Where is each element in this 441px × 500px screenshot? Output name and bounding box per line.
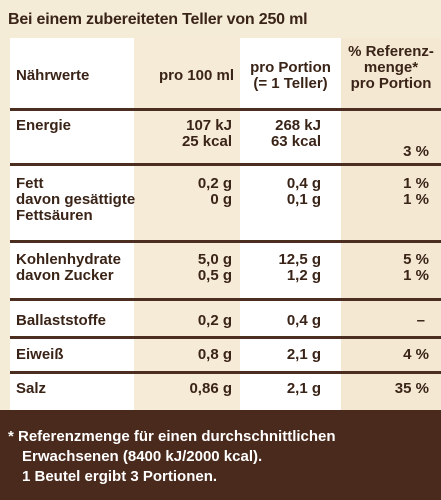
eiweiss-portion: 2,1 g — [286, 346, 321, 363]
gesaettigt-per100: 0 g — [210, 191, 232, 208]
row-label-gesaettigt: davon gesättigte — [16, 191, 136, 208]
footnote-box: * Referenzmenge für einen durchschnittli… — [0, 410, 441, 500]
footnote-line-2: Erwachsenen (8400 kJ/2000 kcal). — [22, 448, 263, 465]
fett-per100: 0,2 g — [197, 175, 232, 192]
eiweiss-per100: 0,8 g — [197, 346, 232, 363]
row-label-zucker: davon Zucker — [16, 267, 114, 284]
col-header-per100: pro 100 ml — [158, 67, 234, 84]
energie-reference: 3 % — [403, 143, 429, 160]
kh-portion: 12,5 g — [278, 251, 321, 268]
col-header-ref-3: pro Portion — [350, 75, 432, 92]
col-header-portion-2: (= 1 Teller) — [253, 75, 328, 92]
footnote-line-1: * Referenzmenge für einen durchschnittli… — [8, 428, 336, 445]
nutrition-table: Nährwerte pro 100 ml pro Portion (= 1 Te… — [10, 38, 441, 410]
energie-per100-kj: 107 kJ — [186, 117, 232, 134]
row-label-ballaststoffe: Ballaststoffe — [16, 312, 107, 329]
column-bg-per100 — [134, 38, 240, 410]
column-bg-reference — [341, 38, 441, 410]
row-separator — [10, 371, 441, 374]
col-header-ref-2: menge* — [363, 59, 419, 76]
ballast-portion: 0,4 g — [286, 312, 321, 329]
row-separator — [10, 163, 441, 166]
zucker-reference: 1 % — [403, 267, 429, 284]
serving-title: Bei einem zubereiteten Teller von 250 ml — [8, 11, 308, 28]
energie-per100-kcal: 25 kcal — [181, 133, 232, 150]
energie-portion-kj: 268 kJ — [275, 117, 321, 134]
zucker-per100: 0,5 g — [197, 267, 232, 284]
row-label-salz: Salz — [16, 380, 47, 397]
column-bg-label — [10, 38, 134, 410]
col-header-ref-1: % Referenz- — [348, 43, 434, 60]
row-separator — [10, 108, 441, 111]
row-separator — [10, 240, 441, 243]
fett-reference: 1 % — [403, 175, 429, 192]
salz-per100: 0,86 g — [189, 380, 232, 397]
salz-portion: 2,1 g — [286, 380, 321, 397]
salz-reference: 35 % — [394, 380, 429, 397]
energie-portion-kcal: 63 kcal — [270, 133, 321, 150]
col-header-portion-1: pro Portion — [250, 59, 331, 76]
ballast-reference: – — [416, 312, 425, 329]
footnote-line-3: 1 Beutel ergibt 3 Portionen. — [22, 468, 218, 485]
row-label-fett: Fett — [16, 175, 44, 192]
row-separator — [10, 298, 441, 301]
row-label-eiweiss: Eiweiß — [16, 346, 64, 363]
eiweiss-reference: 4 % — [403, 346, 429, 363]
row-label-energie: Energie — [16, 117, 72, 134]
col-header-naehrwerte: Nährwerte — [16, 67, 90, 84]
row-label-kohlenhydrate: Kohlenhydrate — [16, 251, 122, 268]
gesaettigt-portion: 0,1 g — [286, 191, 321, 208]
gesaettigt-reference: 1 % — [403, 191, 429, 208]
row-separator — [10, 336, 441, 339]
zucker-portion: 1,2 g — [286, 267, 321, 284]
fett-portion: 0,4 g — [286, 175, 321, 192]
column-bg-portion — [240, 38, 341, 410]
kh-per100: 5,0 g — [197, 251, 232, 268]
ballast-per100: 0,2 g — [197, 312, 232, 329]
kh-reference: 5 % — [403, 251, 429, 268]
serving-header: Bei einem zubereiteten Teller von 250 ml — [0, 0, 441, 38]
row-label-fettsaeuren: Fettsäuren — [16, 207, 93, 224]
